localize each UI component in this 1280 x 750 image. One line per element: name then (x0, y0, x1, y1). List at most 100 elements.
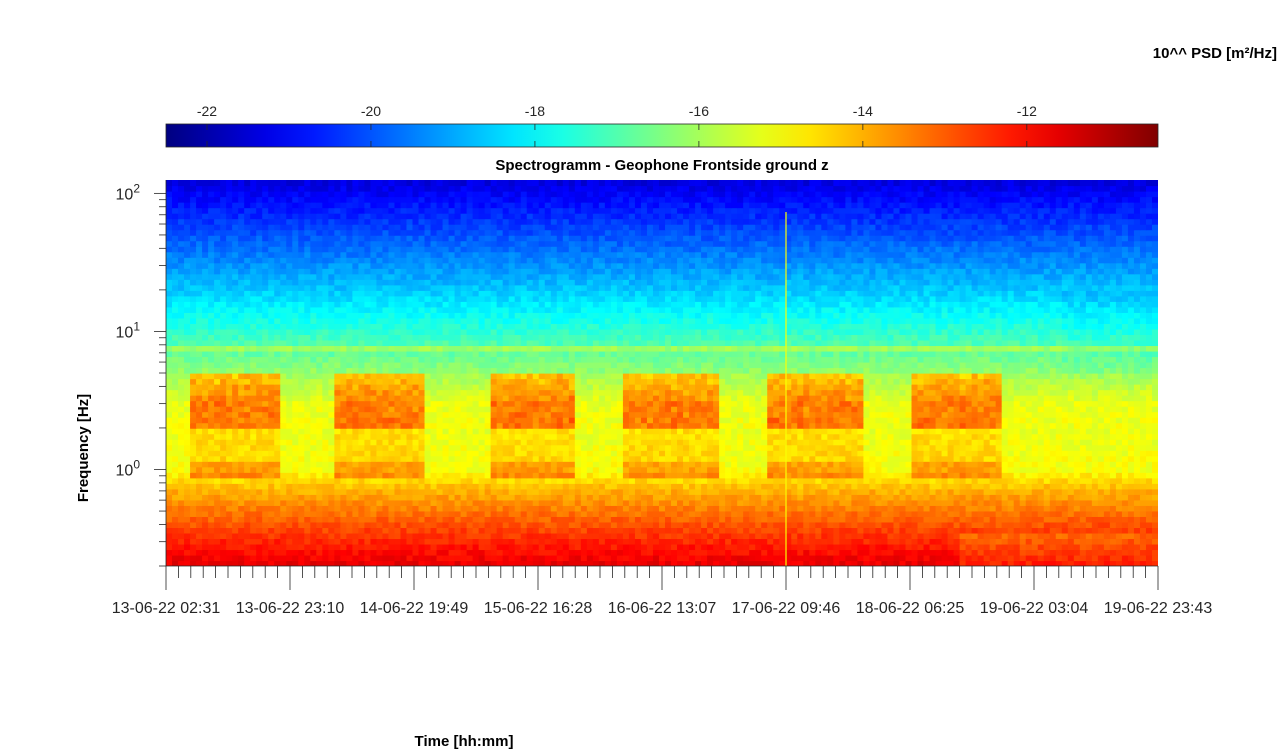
spectrogram-cell (791, 417, 798, 424)
spectrogram-cell (1127, 510, 1135, 517)
spectrogram-cell (707, 483, 714, 490)
spectrogram-cell (761, 400, 768, 407)
spectrogram-cell (214, 554, 221, 562)
spectrogram-cell (1061, 466, 1069, 473)
spectrogram-cell (274, 494, 281, 501)
spectrogram-cell (731, 466, 738, 473)
spectrogram-cell (478, 417, 486, 424)
spectrogram-cell (695, 488, 702, 495)
spectrogram-cell (364, 554, 372, 562)
spectrogram-cell (370, 521, 378, 528)
spectrogram-cell (893, 411, 901, 418)
spectrogram-cell (568, 439, 576, 446)
spectrogram-cell (202, 472, 209, 479)
spectrogram-cell (911, 461, 919, 468)
spectrogram-cell (574, 483, 582, 490)
spectrogram-cell (953, 483, 961, 490)
spectrogram-cell (881, 483, 889, 490)
spectrogram-cell (755, 516, 762, 523)
spectrogram-cell (520, 450, 528, 457)
spectrogram-cell (695, 510, 702, 517)
spectrogram-cell (610, 510, 618, 517)
spectrogram-cell (400, 444, 408, 451)
spectrogram-cell (1097, 538, 1105, 545)
spectrogram-cell (550, 400, 558, 407)
spectrogram-cell (989, 505, 997, 512)
spectrogram-cell (550, 444, 558, 451)
spectrogram-cell (827, 455, 834, 462)
spectrogram-cell (1091, 554, 1099, 562)
spectrogram-cell (761, 521, 768, 528)
spectrogram-cell (761, 527, 768, 534)
spectrogram-cell (616, 461, 624, 468)
spectrogram-cell (370, 472, 378, 479)
spectrogram-cell (1145, 461, 1153, 468)
spectrogram-cell (430, 439, 438, 446)
spectrogram-cell (184, 543, 191, 551)
spectrogram-cell (1019, 466, 1027, 473)
spectrogram-cell (917, 411, 925, 418)
spectrogram-cell (226, 428, 233, 435)
spectrogram-cell (214, 538, 221, 545)
spectrogram-cell (526, 433, 534, 440)
spectrogram-cell (1139, 554, 1147, 562)
spectrogram-cell (869, 532, 877, 540)
spectrogram-cell (412, 455, 420, 462)
spectrogram-cell (815, 499, 822, 506)
spectrogram-cell (761, 510, 768, 517)
spectrogram-cell (1025, 439, 1033, 446)
spectrogram-cell (436, 505, 444, 512)
spectrogram-cell (502, 543, 510, 551)
spectrogram-cell (803, 477, 810, 484)
spectrogram-cell (406, 521, 414, 528)
spectrogram-cell (1073, 455, 1081, 462)
spectrogram-cell (1061, 455, 1069, 462)
spectrogram-cell (208, 406, 215, 413)
spectrogram-cell (821, 543, 828, 551)
spectrogram-cell (328, 406, 335, 413)
spectrogram-cell (628, 538, 636, 545)
spectrogram-cell (1031, 488, 1039, 495)
spectrogram-cell (1043, 538, 1051, 545)
spectrogram-cell (556, 444, 564, 451)
spectrogram-cell (520, 411, 528, 418)
spectrogram-cell (683, 494, 690, 501)
spectrogram-cell (971, 466, 979, 473)
spectrogram-cell (292, 477, 299, 484)
spectrogram-cell (947, 422, 955, 429)
spectrogram-cell (833, 406, 840, 413)
spectrogram-cell (875, 406, 883, 413)
spectrogram-cell (713, 505, 720, 512)
spectrogram-cell (556, 516, 564, 523)
spectrogram-cell (1061, 417, 1069, 424)
spectrogram-cell (941, 461, 949, 468)
spectrogram-cell (1031, 510, 1039, 517)
spectrogram-cell (1019, 477, 1027, 484)
spectrogram-cell (640, 483, 648, 490)
spectrogram-cell (833, 422, 840, 429)
spectrogram-cell (1073, 521, 1081, 528)
spectrogram-cell (731, 472, 738, 479)
spectrogram-cell (1127, 477, 1135, 484)
spectrogram-cell (400, 527, 408, 534)
spectrogram-cell (640, 417, 648, 424)
spectrogram-cell (352, 510, 359, 517)
spectrogram-cell (1067, 422, 1075, 429)
spectrogram-cell (430, 417, 438, 424)
spectrogram-cell (827, 472, 834, 479)
spectrogram-cell (719, 466, 726, 473)
spectrogram-cell (562, 461, 570, 468)
spectrogram-cell (628, 549, 636, 556)
spectrogram-cell (382, 406, 390, 413)
spectrogram-cell (172, 417, 179, 424)
spectrogram-cell (538, 477, 546, 484)
spectrogram-cell (767, 494, 774, 501)
spectrogram-cell (863, 510, 871, 517)
spectrogram-cell (574, 532, 582, 540)
spectrogram-cell (689, 411, 696, 418)
spectrogram-cell (869, 549, 877, 556)
spectrogram-cell (610, 505, 618, 512)
spectrogram-cell (869, 439, 877, 446)
spectrogram-cell (166, 428, 173, 435)
spectrogram-cell (622, 543, 630, 551)
